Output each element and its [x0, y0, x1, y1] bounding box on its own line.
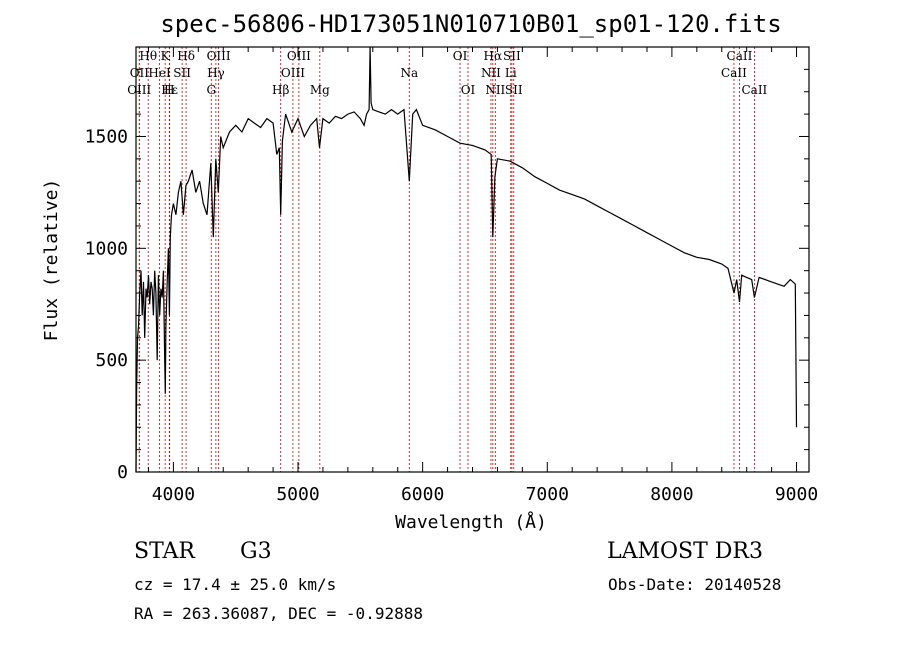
- chart-title: spec-56806-HD173051N010710B01_sp01-120.f…: [160, 10, 781, 38]
- observation-date: Obs-Date: 20140528: [608, 575, 782, 594]
- line-label-12: OIII: [287, 49, 311, 63]
- redshift-cz: cz = 17.4 ± 25.0 km/s: [134, 575, 337, 594]
- y-axis-ticks: 0 500 1000 1500: [85, 68, 809, 483]
- line-label-7: SII: [173, 66, 191, 80]
- line-label-15: Mg: [310, 83, 330, 97]
- line-label-19: Hα: [484, 49, 503, 63]
- survey-name: LAMOST DR3: [607, 539, 763, 564]
- y-tick-label: 1500: [85, 126, 128, 147]
- line-label-11: G: [206, 83, 216, 97]
- line-label-1: OII: [130, 66, 150, 80]
- line-label-17: OI: [453, 49, 468, 63]
- x-tick-label: 6000: [401, 484, 444, 505]
- line-label-24: SII: [505, 83, 523, 97]
- line-label-23: Li: [505, 66, 517, 80]
- line-label-21: NII: [485, 83, 505, 97]
- line-label-20: NII: [481, 66, 501, 80]
- line-label-13: OIII: [281, 66, 305, 80]
- spectral-line-labels: Hθ OII OIII K HeI Hε Hδ SII H OIII Hγ G OIII OIII Hβ Mg…: [127, 49, 767, 97]
- line-label-22: SII: [503, 49, 521, 63]
- x-axis-label: Wavelength (Å): [395, 511, 547, 533]
- spectrum-series-line: [135, 46, 798, 473]
- line-label-6: Hδ: [177, 49, 195, 63]
- line-label-5: Hε: [161, 83, 178, 97]
- object-type: STAR: [134, 539, 195, 564]
- line-label-25: CaII: [727, 49, 753, 63]
- x-tick-label: 8000: [650, 484, 693, 505]
- spectral-line-markers: [138, 47, 755, 472]
- line-label-2: OIII: [127, 83, 151, 97]
- y-tick-label: 0: [117, 462, 128, 483]
- y-tick-label: 1000: [85, 238, 128, 259]
- line-label-9: OIII: [207, 49, 231, 63]
- line-label-14: Hβ: [272, 83, 289, 97]
- line-label-0: Hθ: [139, 49, 157, 63]
- x-tick-label: 9000: [775, 484, 818, 505]
- line-label-18: OI: [461, 83, 476, 97]
- line-label-4: HeI: [148, 66, 171, 80]
- line-label-3: K: [161, 49, 171, 63]
- line-label-16: Na: [400, 66, 418, 80]
- coordinates: RA = 263.36087, DEC = -0.92888: [134, 604, 423, 623]
- x-axis-ticks: 4000 5000 6000 7000 8000 9000: [147, 47, 818, 505]
- line-label-26: CaII: [721, 66, 747, 80]
- line-label-10: Hγ: [207, 66, 225, 80]
- y-axis-label: Flux (relative): [41, 179, 62, 342]
- line-label-27: CaII: [741, 83, 767, 97]
- x-tick-label: 4000: [152, 484, 195, 505]
- line-label-8: H: [164, 83, 174, 97]
- object-subclass: G3: [240, 539, 272, 564]
- x-tick-label: 7000: [526, 484, 569, 505]
- x-tick-label: 5000: [276, 484, 319, 505]
- y-tick-label: 500: [95, 350, 128, 371]
